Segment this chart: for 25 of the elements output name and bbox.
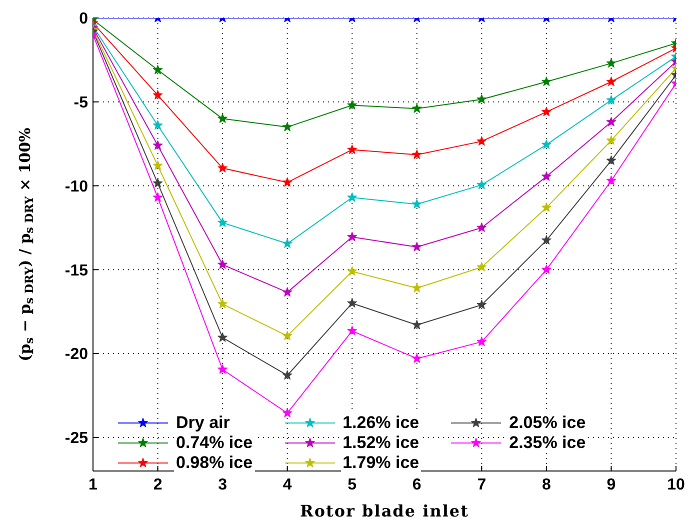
legend-label: 0.74% ice: [174, 433, 255, 453]
legend-label: 2.35% ice: [507, 433, 588, 453]
x-axis-title: Rotor blade inlet: [300, 501, 469, 520]
y-tick-label: -5: [74, 94, 88, 112]
legend-label: 0.98% ice: [174, 453, 255, 473]
x-tick-label: 6: [412, 476, 422, 494]
legend-label: 1.79% ice: [340, 453, 422, 473]
y-tick-label: -20: [64, 346, 88, 364]
x-tick-label: 10: [667, 476, 685, 494]
y-tick-label: -10: [64, 178, 88, 196]
x-tick-label: 5: [348, 476, 357, 494]
x-tick-label: 9: [606, 476, 616, 494]
x-tick-label: 1: [88, 476, 98, 494]
y-tick-label: -15: [64, 262, 88, 280]
legend-label: 1.52% ice: [340, 433, 422, 453]
x-tick-label: 3: [218, 476, 228, 494]
legend-label: 2.05% ice: [507, 413, 588, 433]
x-tick-label: 7: [477, 476, 486, 494]
y-tick-label: 0: [79, 10, 88, 28]
legend-label: Dry air: [174, 413, 232, 433]
x-tick-label: 2: [153, 476, 162, 494]
x-tick-label: 4: [282, 476, 292, 494]
y-tick-label: -25: [64, 430, 88, 448]
x-tick-label: 8: [542, 476, 551, 494]
legend-label: 1.26% ice: [340, 413, 422, 433]
